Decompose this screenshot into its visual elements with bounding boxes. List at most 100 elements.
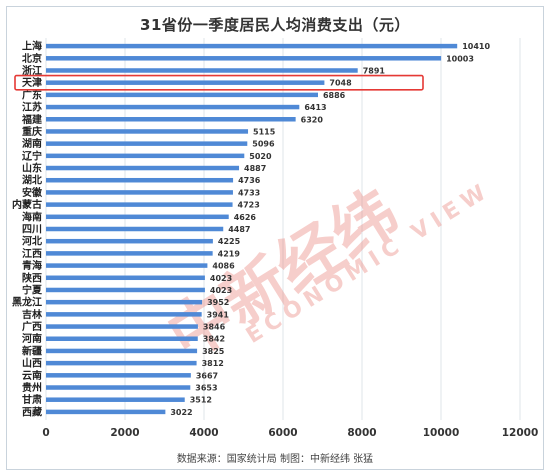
category-label: 广西: [22, 320, 42, 333]
bar: [46, 324, 198, 329]
value-label: 3022: [170, 408, 192, 417]
bar: [46, 397, 185, 402]
category-label: 山东: [22, 162, 42, 175]
bar: [46, 360, 197, 366]
value-label: 4733: [238, 188, 260, 197]
value-label: 7048: [329, 79, 352, 88]
category-label: 广东: [22, 88, 42, 101]
category-label: 四川: [22, 224, 42, 236]
bar: [46, 214, 229, 220]
category-label: 青海: [22, 259, 42, 272]
category-label: 天津: [22, 76, 42, 89]
value-label: 3941: [207, 310, 230, 319]
value-label: 10003: [446, 54, 474, 63]
x-tick-label: 2000: [110, 427, 139, 439]
value-label: 4626: [234, 213, 257, 222]
category-label: 江西: [22, 247, 42, 260]
bar: [46, 177, 234, 183]
highlight-box: [14, 74, 424, 91]
category-label: 新疆: [22, 344, 42, 357]
value-label: 3512: [190, 396, 212, 405]
bars: [46, 43, 458, 415]
bar: [46, 373, 191, 378]
x-tick-label: 0: [42, 427, 49, 439]
value-label: 5096: [252, 140, 275, 149]
bar: [46, 202, 233, 207]
bar: [46, 68, 358, 73]
x-tick-label: 10000: [423, 427, 460, 439]
category-label: 上海: [22, 40, 42, 53]
bar: [46, 129, 249, 134]
x-tick-label: 4000: [189, 427, 218, 439]
bar: [46, 226, 224, 232]
value-label: 3812: [202, 359, 224, 368]
value-label: 6320: [301, 115, 324, 124]
value-label: 3842: [203, 335, 225, 344]
bar: [46, 153, 245, 159]
bar: [46, 190, 233, 195]
category-label: 宁夏: [22, 283, 43, 296]
category-label: 内蒙古: [12, 198, 42, 211]
x-axis-ticks: 0 2000 4000 6000 8000 10000 12000: [42, 427, 538, 439]
value-label: 6886: [323, 91, 346, 100]
category-label: 重庆: [22, 125, 42, 138]
bar: [46, 104, 300, 110]
category-label: 湖北: [22, 174, 42, 187]
category-label: 辽宁: [22, 149, 42, 162]
bar: [46, 336, 198, 341]
value-label: 4219: [218, 249, 241, 258]
category-label: 福建: [21, 113, 43, 126]
category-label: 西藏: [22, 405, 42, 418]
bar: [46, 299, 203, 305]
value-label: 4723: [238, 201, 260, 210]
value-label: 4736: [238, 176, 261, 185]
category-label: 贵州: [22, 381, 42, 394]
value-label: 4023: [210, 286, 232, 295]
bar: [46, 141, 248, 146]
value-label: 4023: [210, 274, 232, 283]
x-tick-label: 8000: [347, 427, 376, 439]
value-label: 5020: [249, 152, 272, 161]
value-label: 3952: [207, 298, 229, 307]
category-label: 海南: [22, 210, 42, 223]
bar: [46, 238, 213, 244]
category-label: 黑龙江: [12, 296, 42, 309]
category-label: 河北: [22, 235, 42, 248]
value-label: 4887: [244, 164, 266, 173]
bar: [46, 92, 318, 98]
value-label: 7891: [363, 66, 386, 75]
bar: [46, 409, 166, 415]
category-label: 江苏: [22, 101, 42, 114]
category-label: 吉林: [22, 308, 43, 321]
bar: [46, 165, 240, 171]
category-label: 浙江: [22, 64, 42, 77]
bar: [46, 80, 325, 85]
x-tick-label: 6000: [268, 427, 297, 439]
value-label: 4086: [212, 262, 235, 271]
category-label: 云南: [22, 369, 42, 382]
value-label: 3825: [202, 347, 225, 356]
bar: [46, 348, 198, 354]
category-label: 甘肃: [22, 393, 42, 406]
bar: [46, 251, 213, 256]
bar: [46, 263, 208, 268]
value-label: 10410: [462, 42, 490, 51]
category-label: 安徽: [22, 186, 43, 199]
category-labels: 上海北京浙江天津广东江苏福建重庆湖南辽宁山东湖北安徽内蒙古海南四川河北江西青海陕…: [12, 40, 43, 419]
category-label: 北京: [22, 52, 42, 65]
bar: [46, 117, 296, 122]
x-tick-label: 12000: [502, 427, 539, 439]
value-label: 6413: [304, 103, 326, 112]
category-label: 陕西: [22, 271, 42, 284]
value-label: 5115: [253, 127, 276, 136]
source-note: 数据来源：国家统计局 制图：中新经纬 张猛: [176, 454, 374, 465]
value-label: 3653: [195, 384, 217, 393]
value-label: 3667: [196, 371, 218, 380]
bar: [46, 56, 442, 61]
value-labels: 10410 10003 7891 7048 6886 6413 6320 5115 5096 50…: [170, 42, 490, 417]
value-label: 3846: [203, 323, 226, 332]
bar: [46, 287, 205, 293]
category-label: 山西: [22, 357, 42, 370]
bar: [46, 275, 205, 281]
